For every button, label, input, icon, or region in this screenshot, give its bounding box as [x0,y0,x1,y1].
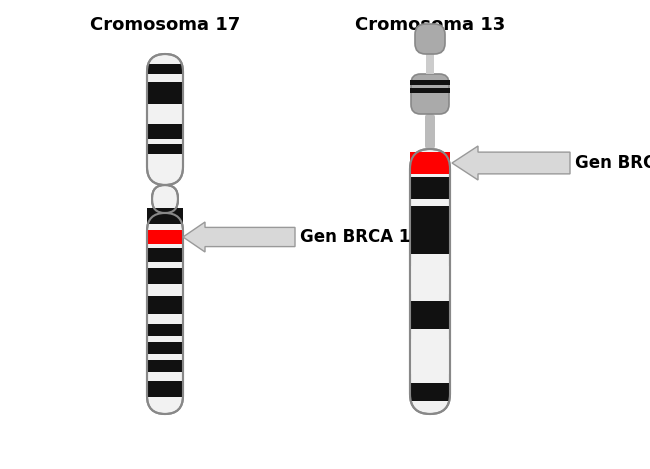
Bar [147,144,183,154]
Bar [147,296,183,314]
Bar [147,64,183,74]
FancyBboxPatch shape [415,24,445,54]
Bar [410,301,450,329]
Bar [410,88,450,93]
Bar [410,266,450,294]
Bar [410,80,450,85]
Bar [147,381,183,397]
Text: Gen BRCA 2: Gen BRCA 2 [575,154,650,172]
Bar [410,177,450,199]
FancyBboxPatch shape [410,149,450,414]
FancyBboxPatch shape [425,114,435,149]
FancyBboxPatch shape [411,74,449,114]
Text: Gen BRCA 1: Gen BRCA 1 [300,228,410,246]
Text: Cromosoma 17: Cromosoma 17 [90,16,240,34]
FancyBboxPatch shape [152,185,178,213]
Bar [147,324,183,336]
Bar [410,206,450,254]
Bar [147,82,183,104]
Bar [147,360,183,372]
Bar [410,152,450,174]
Bar [147,248,183,262]
Polygon shape [452,146,570,180]
Text: Cromosoma 13: Cromosoma 13 [355,16,505,34]
Bar [410,383,450,401]
Bar [147,208,183,224]
Bar [147,342,183,354]
Bar [147,230,183,244]
Bar [410,339,450,374]
FancyBboxPatch shape [147,54,183,185]
Bar [426,54,434,74]
Bar [147,124,183,139]
FancyBboxPatch shape [147,213,183,414]
Bar [147,268,183,284]
Polygon shape [183,222,295,252]
